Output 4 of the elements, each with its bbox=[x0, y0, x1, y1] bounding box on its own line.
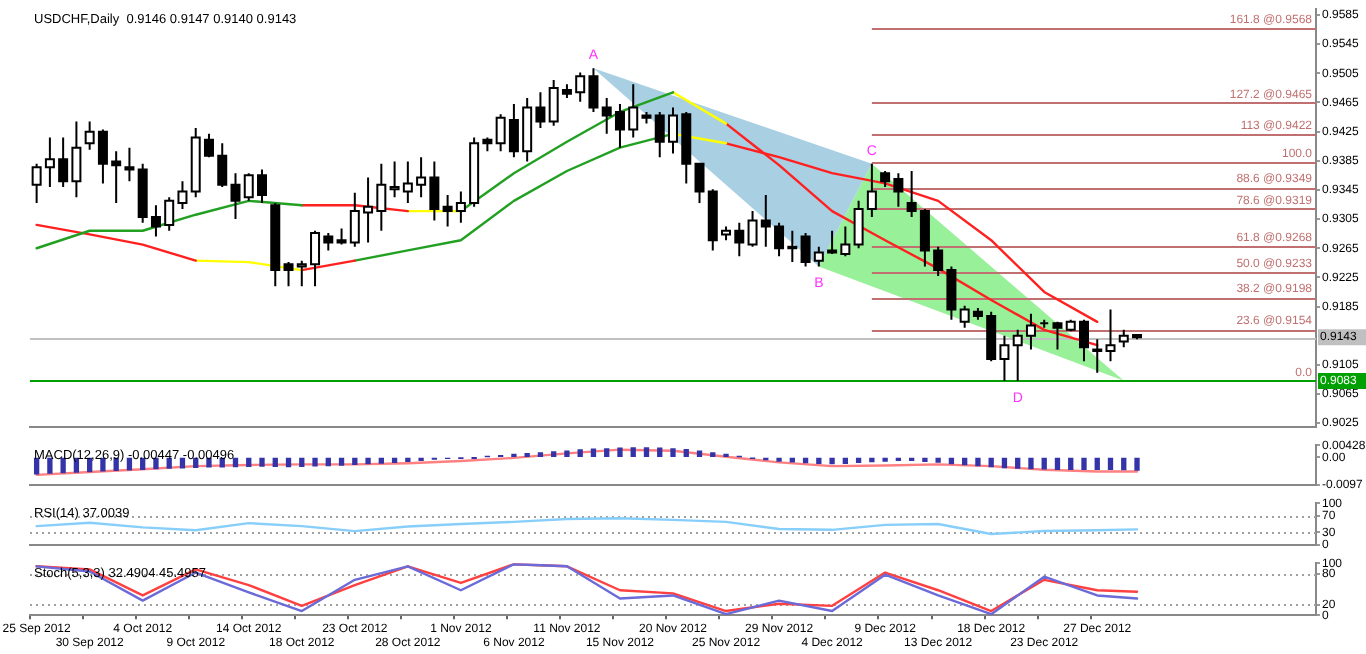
candlestick bbox=[1092, 338, 1103, 374]
candlestick bbox=[124, 146, 135, 183]
candlestick bbox=[270, 202, 281, 288]
candlestick bbox=[1105, 308, 1116, 363]
